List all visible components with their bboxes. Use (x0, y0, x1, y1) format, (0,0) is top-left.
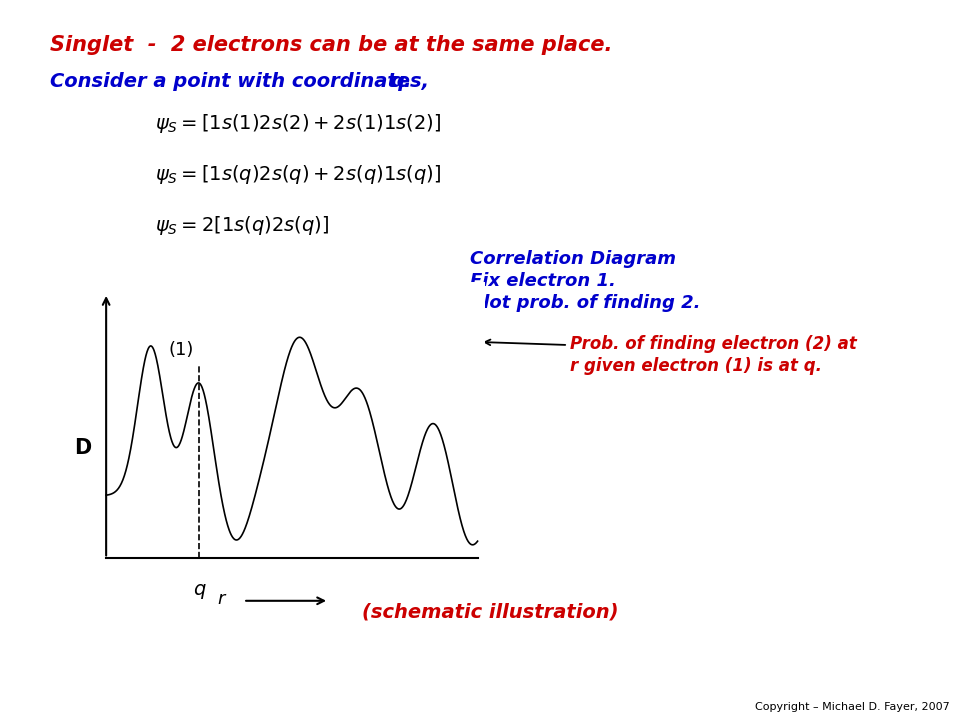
Text: Prob. of finding electron (2) at: Prob. of finding electron (2) at (570, 335, 857, 353)
Text: r: r (218, 590, 226, 608)
Text: Consider a point with coordinates,: Consider a point with coordinates, (50, 72, 436, 91)
Text: $\psi_S = 2[1s(q)2s(q)]$: $\psi_S = 2[1s(q)2s(q)]$ (155, 214, 329, 237)
Text: Copyright – Michael D. Fayer, 2007: Copyright – Michael D. Fayer, 2007 (756, 702, 950, 712)
Text: (1): (1) (168, 341, 193, 359)
Text: D: D (74, 438, 91, 458)
Text: Plot prob. of finding 2.: Plot prob. of finding 2. (470, 294, 701, 312)
Text: q.: q. (390, 72, 412, 91)
Text: q: q (193, 580, 205, 599)
Text: r given electron (1) is at q.: r given electron (1) is at q. (570, 357, 822, 375)
Text: (schematic illustration): (schematic illustration) (362, 602, 618, 621)
Text: Fix electron 1.: Fix electron 1. (470, 272, 616, 290)
Text: Correlation Diagram: Correlation Diagram (470, 250, 676, 268)
Text: $\psi_S = [1s(1)2s(2) + 2s(1)1s(2)]$: $\psi_S = [1s(1)2s(2) + 2s(1)1s(2)]$ (155, 112, 442, 135)
Text: Singlet  -  2 electrons can be at the same place.: Singlet - 2 electrons can be at the same… (50, 35, 612, 55)
Text: $\psi_S = [1s(q)2s(q) + 2s(q)1s(q)]$: $\psi_S = [1s(q)2s(q) + 2s(q)1s(q)]$ (155, 163, 441, 186)
